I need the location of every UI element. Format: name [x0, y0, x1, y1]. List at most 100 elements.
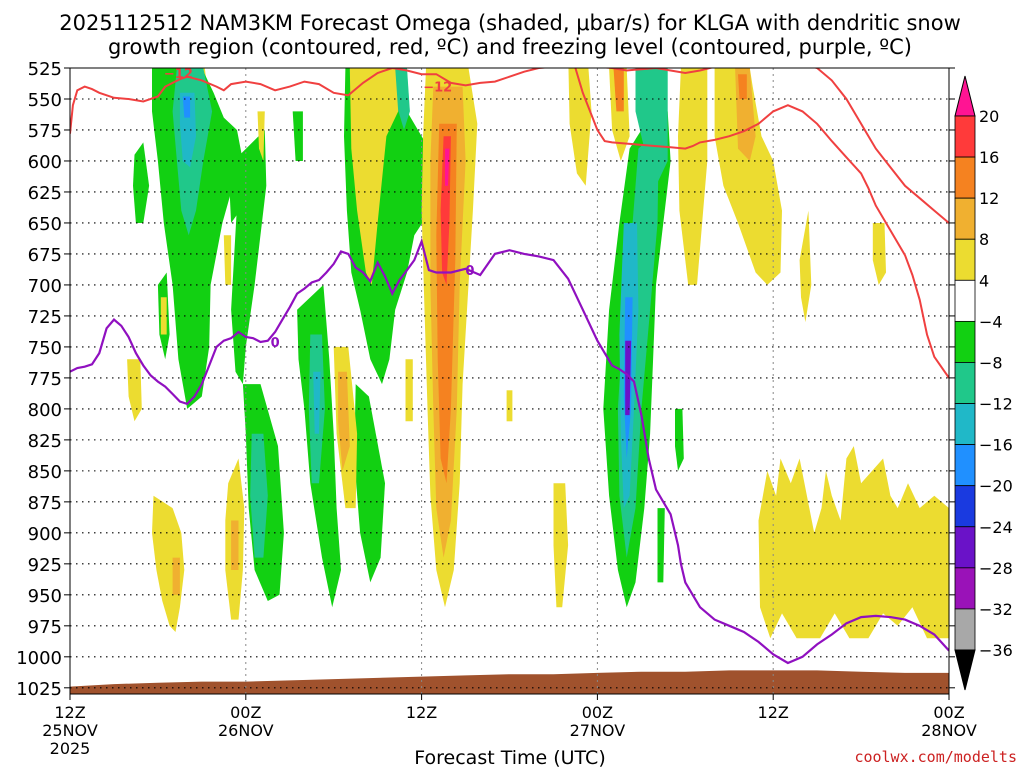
freezing-level-label: 0 [271, 336, 280, 351]
colorbar-swatch [954, 115, 976, 158]
colorbar-swatch [954, 567, 976, 610]
omega-region-yellow [714, 68, 782, 285]
omega-region-yellow [127, 359, 142, 422]
dendritic-contour-label: −12 [164, 67, 193, 82]
colorbar: 20 16 12 8 4 −4 −8 −12 −16 −20 −24 −28 −32 −36 [954, 75, 1013, 691]
omega-region-yellow [553, 483, 569, 608]
x-tick-label: 26NOV [218, 721, 274, 740]
omega-region-green [292, 111, 303, 161]
omega-region-light-orange [231, 520, 239, 570]
omega-region-yellow [506, 390, 513, 422]
x-tick-label: 28NOV [921, 721, 977, 740]
colorbar-label: 8 [979, 230, 989, 249]
terrain-surface [70, 670, 949, 694]
dendritic-contour-label: −12 [423, 81, 452, 96]
colorbar-label: −12 [979, 395, 1013, 414]
x-tick-label: 25NOV [42, 721, 98, 740]
contours: −12 −12 0 0 [70, 67, 949, 665]
y-tick-label: 550 [28, 90, 62, 111]
y-tick-label: 825 [28, 431, 62, 452]
y-tick-label: 725 [28, 307, 62, 328]
omega-region-teal [393, 68, 410, 130]
omega-region-green [657, 508, 665, 583]
colorbar-label: 12 [979, 189, 999, 208]
y-tick-label: 925 [28, 555, 62, 576]
y-tick-label: 675 [28, 245, 62, 266]
omega-region-yellow [609, 68, 630, 161]
colorbar-bottom-arrow [954, 649, 976, 691]
omega-region-orange [613, 68, 624, 112]
omega-region-teal [635, 68, 668, 186]
omega-region-green [133, 142, 150, 223]
colorbar-swatch [954, 608, 976, 651]
y-tick-label: 850 [28, 462, 62, 483]
colorbar-swatch [954, 526, 976, 569]
y-tick-label: 575 [28, 121, 62, 142]
omega-region-yellow [758, 446, 949, 639]
omega-region-teal [250, 433, 268, 558]
omega-region-cyan [313, 371, 321, 434]
y-tick-label: 650 [28, 214, 62, 235]
x-tick-label: 2025 [50, 739, 91, 758]
colorbar-top-arrow [954, 75, 976, 117]
dendritic-contour-upper [70, 68, 949, 224]
colorbar-swatch [954, 238, 976, 281]
colorbar-label: −8 [979, 353, 1003, 372]
y-tick-label: 775 [28, 369, 62, 390]
y-tick-label: 800 [28, 400, 62, 421]
colorbar-swatch [954, 362, 976, 404]
colorbar-swatch [954, 485, 976, 528]
omega-region-yellow [405, 359, 413, 422]
plot-frame [69, 67, 950, 695]
x-tick-label: 12Z [758, 703, 789, 722]
colorbar-swatch [954, 197, 976, 240]
x-tick-label: 12Z [54, 703, 85, 722]
omega-region-light-orange [172, 557, 180, 595]
omega-region-yellow [160, 297, 167, 335]
omega-region-yellow [568, 68, 592, 186]
y-tick-label: 1025 [16, 679, 62, 700]
x-tick-label: 27NOV [570, 721, 626, 740]
colorbar-label: −36 [979, 641, 1013, 660]
omega-region-yellow [799, 210, 812, 323]
omega-region-yellow [349, 68, 399, 285]
source-credit[interactable]: coolwx.com/modelts [854, 748, 1017, 766]
y-tick-label: 950 [28, 586, 62, 607]
y-tick-label: 525 [28, 59, 62, 80]
omega-region-blue [182, 96, 191, 118]
y-axis: 525 550 575 600 625 650 675 700 725 750 775 800 825 8… [16, 59, 955, 700]
omega-region-yellow [223, 235, 232, 285]
omega-region-green [228, 161, 240, 223]
omega-region-yellow [872, 223, 886, 285]
omega-region-yellow [678, 68, 708, 285]
x-tick-label: 12Z [406, 703, 437, 722]
y-tick-label: 975 [28, 617, 62, 638]
colorbar-label: −4 [979, 312, 1003, 331]
x-tick-label: 00Z [230, 703, 261, 722]
colorbar-label: 16 [979, 148, 999, 167]
omega-region-green [354, 384, 385, 583]
y-tick-label: 750 [28, 338, 62, 359]
omega-region-yellow [257, 111, 265, 161]
y-tick-label: 700 [28, 276, 62, 297]
terrain-fill [70, 670, 949, 694]
omega-shading [127, 68, 949, 639]
x-tick-label: 00Z [582, 703, 613, 722]
colorbar-label: −16 [979, 436, 1013, 455]
colorbar-label: −28 [979, 559, 1013, 578]
chart-title-line-2: growth region (contoured, red, ºC) and f… [108, 35, 912, 59]
omega-region-green [675, 408, 684, 471]
y-tick-label: 875 [28, 493, 62, 514]
omega-region-yellow [152, 495, 185, 632]
y-tick-label: 900 [28, 524, 62, 545]
colorbar-swatch [954, 156, 976, 199]
colorbar-swatch [954, 279, 976, 322]
x-axis-label: Forecast Time (UTC) [414, 747, 605, 768]
colorbar-label: −24 [979, 518, 1013, 537]
y-tick-label: 600 [28, 152, 62, 173]
y-tick-label: 1000 [16, 648, 62, 669]
omega-region-orange [738, 74, 747, 99]
omega-region-pink [445, 148, 450, 186]
